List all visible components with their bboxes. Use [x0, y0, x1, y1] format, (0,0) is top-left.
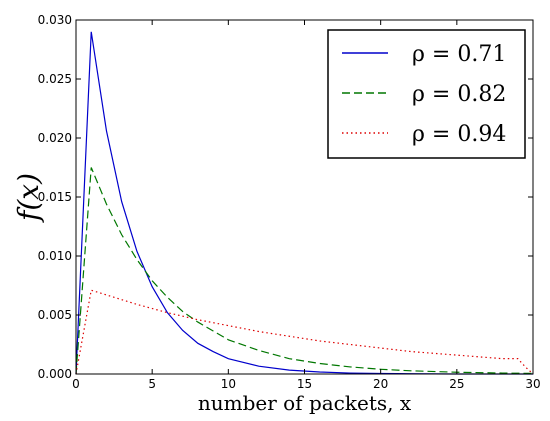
y-tick-label: 0.010	[38, 249, 72, 263]
x-tick-label: 0	[72, 377, 80, 391]
x-tick-label: 25	[449, 377, 464, 391]
x-tick-label: 10	[221, 377, 236, 391]
series-line-3	[75, 289, 534, 375]
legend-label-3: ρ = 0.94	[412, 122, 506, 147]
legend-label-2: ρ = 0.82	[412, 82, 506, 107]
series-line-2	[75, 167, 534, 375]
x-tick-label: 20	[373, 377, 388, 391]
y-tick-label: 0.020	[38, 131, 72, 145]
x-axis-label: number of packets, x	[198, 391, 412, 415]
y-tick-label: 0.030	[38, 13, 72, 27]
y-tick-label: 0.015	[38, 190, 72, 204]
legend: ρ = 0.71 ρ = 0.82 ρ = 0.94	[327, 29, 526, 159]
y-tick-label: 0.000	[38, 367, 72, 381]
legend-frame	[327, 29, 526, 159]
y-tick-label: 0.005	[38, 308, 72, 322]
y-axis-label: f(x)	[12, 173, 45, 223]
y-tick-label: 0.025	[38, 72, 72, 86]
ticks-layer: 0 5 10 15 20 25 30 0.000 0.005 0.010 0.015 0.020 0.0…	[38, 13, 541, 391]
x-tick-label: 15	[297, 377, 312, 391]
legend-label-1: ρ = 0.71	[412, 42, 506, 67]
x-tick-label: 30	[525, 377, 540, 391]
x-tick-label: 5	[148, 377, 156, 391]
